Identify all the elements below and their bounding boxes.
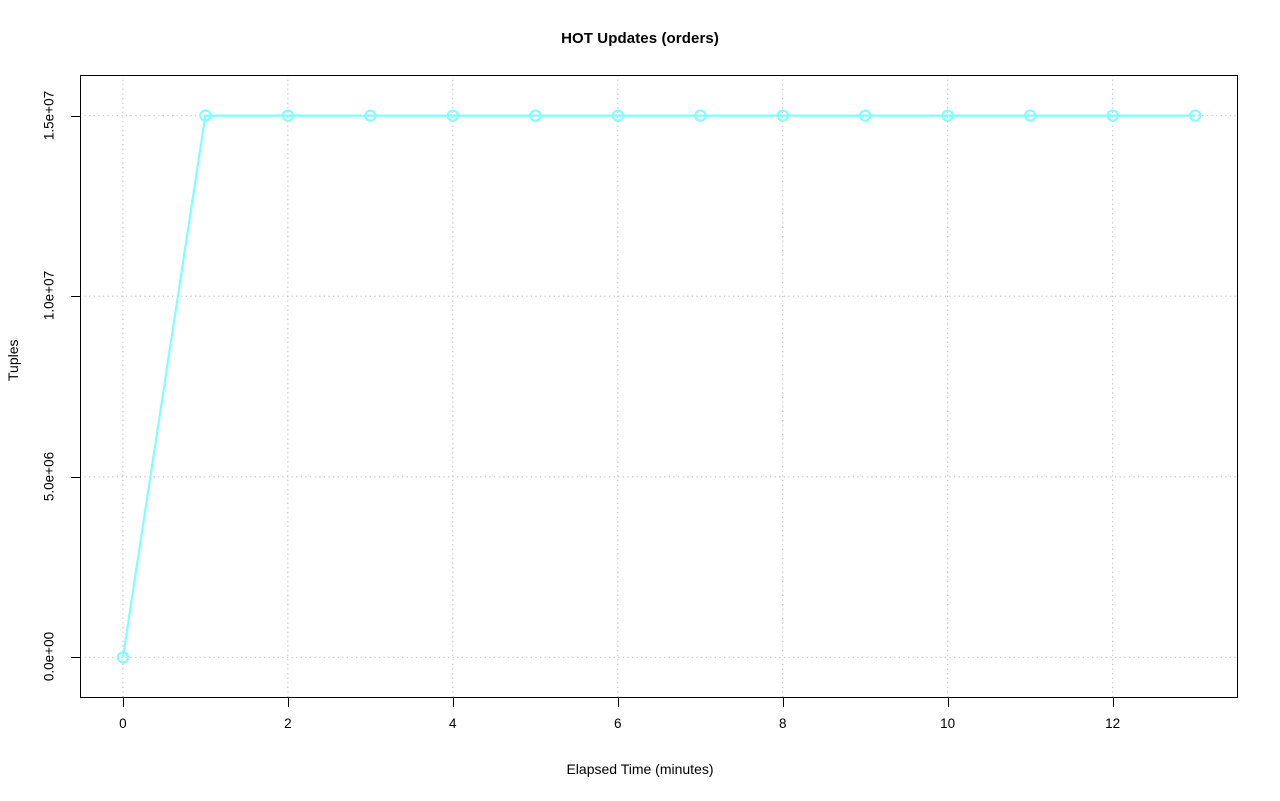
y-axis-tick (71, 476, 80, 478)
x-axis-tick-label: 6 (613, 716, 622, 731)
x-axis-tick (452, 698, 454, 707)
x-axis-tick (122, 698, 124, 707)
data-point-marker (281, 109, 294, 122)
series-line (121, 114, 1196, 658)
data-point-marker (199, 109, 212, 122)
plot-area (80, 75, 1238, 698)
x-axis-tick-label: 0 (119, 716, 127, 731)
x-axis-tick (1112, 698, 1114, 707)
x-axis-tick (287, 698, 289, 707)
data-point-marker (611, 109, 624, 122)
x-axis-tick (617, 698, 619, 707)
x-axis-tick-label: 4 (449, 716, 457, 731)
data-point-marker (859, 109, 872, 122)
x-axis-tick-label: 2 (284, 716, 292, 731)
data-point-marker (1024, 109, 1037, 122)
y-axis-tick-label: 0.0e+00 (41, 632, 57, 682)
x-axis-tick-label: 12 (1105, 716, 1121, 731)
data-point-marker (694, 109, 707, 122)
data-point-marker (1188, 109, 1202, 122)
data-series (116, 109, 1202, 664)
data-point-marker (776, 109, 789, 122)
x-axis-tick-label: 10 (940, 716, 956, 731)
data-point-marker (116, 651, 130, 664)
y-axis-tick (71, 657, 80, 659)
y-axis-tick-label: 5.0e+06 (41, 451, 57, 501)
x-axis-tick-label: 8 (778, 716, 787, 731)
plot-border (80, 75, 1238, 698)
y-axis-label: Tuples (5, 339, 21, 381)
data-point-marker (1106, 109, 1119, 122)
data-point-marker (446, 109, 459, 122)
y-axis-tick (71, 296, 80, 298)
chart-title: HOT Updates (orders) (561, 30, 719, 47)
y-axis-tick-label: 1.5e+07 (41, 90, 57, 140)
x-axis-tick (782, 698, 784, 707)
x-axis-label: Elapsed Time (minutes) (566, 761, 714, 777)
data-point-marker (529, 109, 542, 122)
x-axis-tick (947, 698, 949, 707)
y-axis-tick (71, 115, 80, 117)
y-axis-tick-label: 1.0e+07 (41, 271, 57, 321)
data-point-marker (364, 109, 377, 122)
data-point-marker (941, 109, 954, 122)
